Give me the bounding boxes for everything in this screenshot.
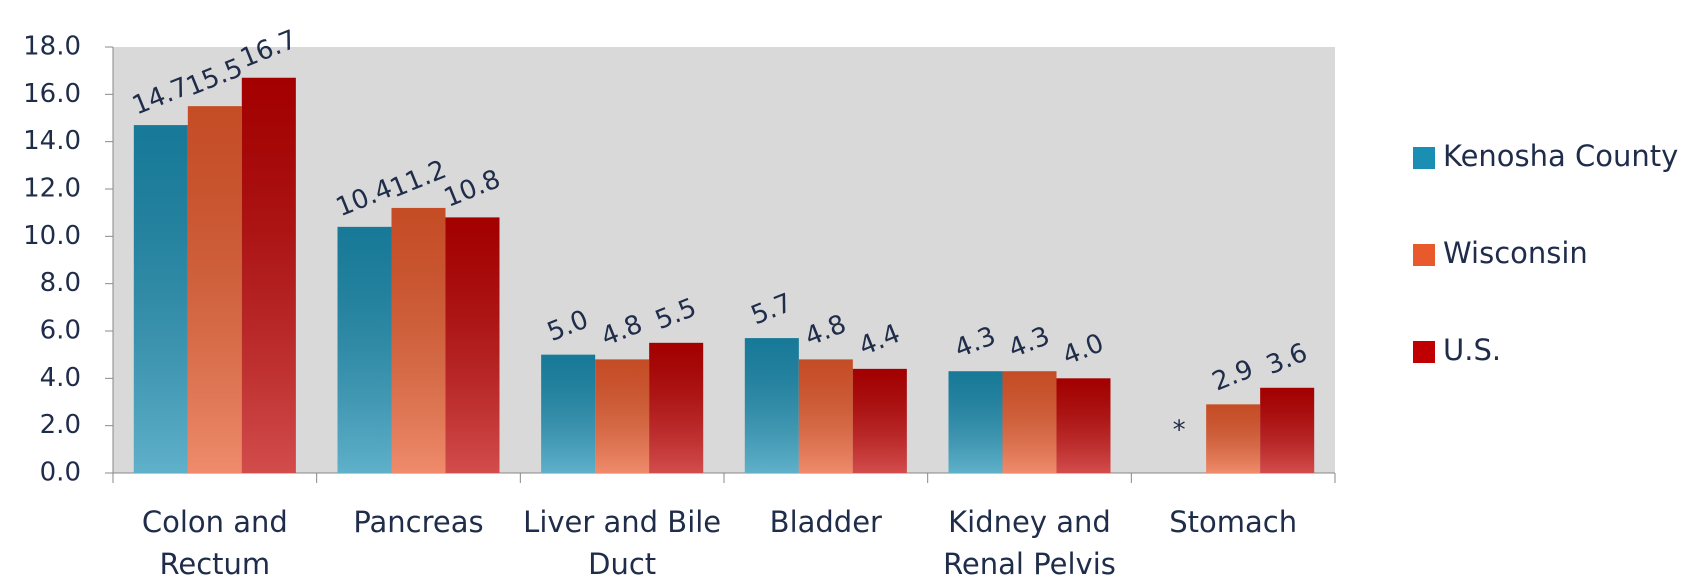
bar-shade — [1056, 378, 1111, 473]
x-tick-label: Kidney and Renal Pelvis — [943, 505, 1116, 581]
x-tick-label: Pancreas — [353, 505, 484, 539]
bar-shade — [948, 371, 1003, 473]
bar-shade — [798, 359, 853, 473]
bar-shade — [1002, 371, 1057, 473]
y-tick-label: 18.0 — [23, 32, 81, 62]
y-tick-label: 2.0 — [40, 410, 81, 440]
x-tick-label: Bladder — [769, 505, 882, 539]
legend-swatch — [1413, 244, 1435, 266]
bar-shade — [744, 338, 799, 473]
y-tick-label: 8.0 — [40, 268, 81, 298]
legend-swatch — [1413, 147, 1435, 169]
plot-area — [113, 47, 1335, 473]
bar-shade — [187, 106, 242, 474]
bar-shade — [541, 354, 596, 473]
bar-shade — [649, 342, 704, 473]
y-tick-label: 0.0 — [40, 458, 81, 488]
data-label: * — [1173, 416, 1186, 446]
bar-shade — [241, 77, 296, 474]
bar-shade — [391, 207, 446, 473]
x-tick-label: Liver and Bile Duct — [523, 505, 722, 581]
bar-shade — [337, 226, 392, 473]
bar-shade — [1260, 387, 1315, 473]
bar-shade — [852, 368, 907, 473]
y-tick-label: 10.0 — [23, 221, 81, 251]
legend-label: Wisconsin — [1443, 236, 1588, 270]
bar-shade — [133, 125, 188, 473]
y-tick-label: 6.0 — [40, 316, 81, 346]
y-tick-label: 16.0 — [23, 79, 81, 109]
x-tick-label: Stomach — [1169, 505, 1298, 539]
bar-shade — [1206, 404, 1261, 473]
y-tick-label: 14.0 — [23, 126, 81, 156]
legend-swatch — [1413, 341, 1435, 363]
legend-label: Kenosha County — [1443, 139, 1678, 173]
legend-label: U.S. — [1443, 333, 1501, 367]
bar-shade — [595, 359, 650, 473]
y-tick-label: 4.0 — [40, 363, 81, 393]
y-tick-label: 12.0 — [23, 174, 81, 204]
bar-shade — [445, 217, 500, 473]
x-tick-label: Colon and Rectum — [141, 505, 288, 581]
